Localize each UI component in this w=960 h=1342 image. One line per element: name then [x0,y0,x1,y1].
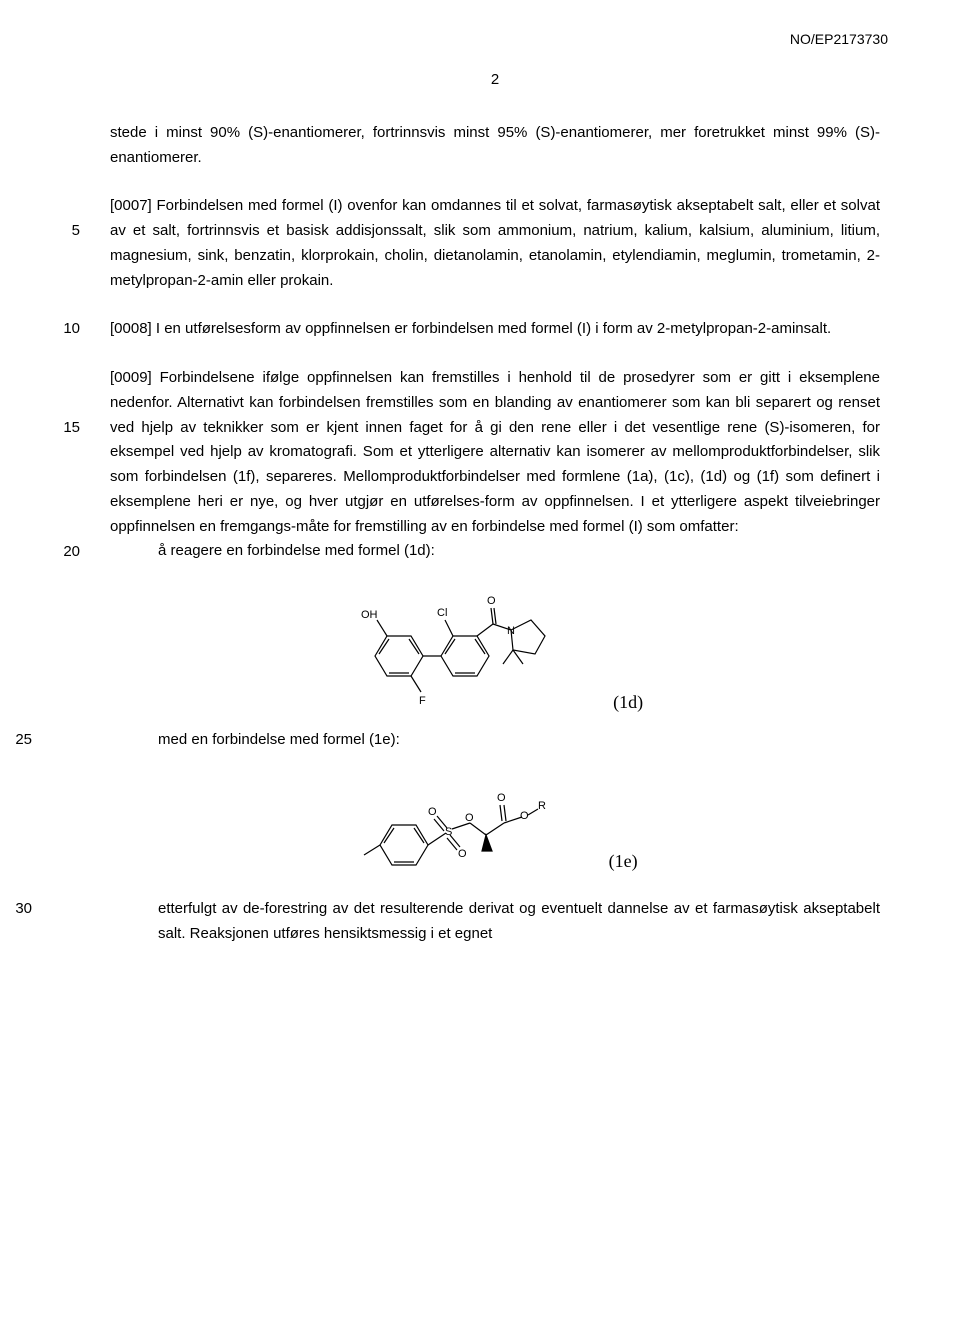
paragraph-6: 30 etterfulgt av de-forestring av det re… [110,897,880,947]
label-o: O [487,595,496,607]
line-number-25: 25 [2,728,32,753]
label-f: F [419,695,426,707]
chemical-structure-1e: O O S O O O R (1e) [110,777,880,877]
paragraph-text: etterfulgt av de-forestring av det resul… [158,900,880,942]
content-body: stede i minst 90% (S)-enantiomerer, fort… [110,121,880,947]
label-o1: O [428,806,437,818]
line-number-30: 30 [2,897,32,922]
paragraph-1: stede i minst 90% (S)-enantiomerer, fort… [110,121,880,171]
page-number: 2 [110,68,880,93]
label-o4: O [497,792,506,804]
label-o2: O [458,848,467,860]
chemical-structure-1d: OH Cl O N F (1d) [110,588,880,718]
label-n: N [507,625,515,637]
molecule-1e-svg: O O S O O O R [352,777,552,877]
figure-label-1e: (1e) [609,847,638,877]
paragraph-3: 10 [0008] I en utførelsesform av oppfinn… [110,317,880,342]
label-o3: O [465,812,474,824]
paragraph-text: med en forbindelse med formel (1e): [158,731,400,748]
paragraph-text: [0007] Forbindelsen med formel (I) ovenf… [110,197,880,288]
molecule-1d-svg: OH Cl O N F [347,588,557,718]
line-number-15: 15 [50,416,80,441]
paragraph-text: [0009] Forbindelsene ifølge oppfinnelsen… [110,369,880,535]
paragraph-2: 5 [0007] Forbindelsen med formel (I) ove… [110,194,880,293]
document-id: NO/EP2173730 [790,28,888,51]
label-o5: O [520,810,529,822]
paragraph-4-sub: å reagere en forbindelse med formel (1d)… [110,539,880,564]
line-number-10: 10 [50,317,80,342]
label-cl: Cl [437,607,447,619]
label-s: S [445,826,452,838]
line-number-20: 20 [50,540,80,565]
line-number-5: 5 [50,219,80,244]
paragraph-text: å reagere en forbindelse med formel (1d)… [158,542,435,559]
paragraph-5: 25 med en forbindelse med formel (1e): [110,728,880,753]
paragraph-4: 15 20 [0009] Forbindelsene ifølge oppfin… [110,366,880,539]
label-r: R [538,800,546,812]
figure-label-1d: (1d) [613,688,643,718]
paragraph-text: stede i minst 90% (S)-enantiomerer, fort… [110,124,880,166]
label-oh: OH [361,609,378,621]
paragraph-text: [0008] I en utførelsesform av oppfinnels… [110,320,831,337]
